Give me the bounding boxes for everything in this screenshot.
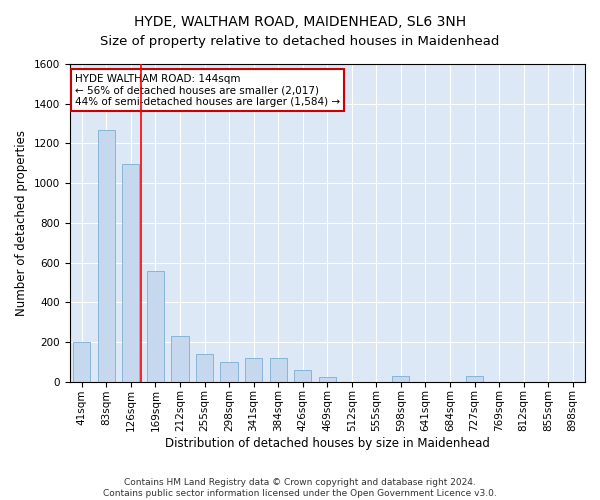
Bar <box>392 376 409 382</box>
Bar <box>196 354 213 382</box>
Text: Size of property relative to detached houses in Maidenhead: Size of property relative to detached ho… <box>100 35 500 48</box>
Y-axis label: Number of detached properties: Number of detached properties <box>15 130 28 316</box>
X-axis label: Distribution of detached houses by size in Maidenhead: Distribution of detached houses by size … <box>165 437 490 450</box>
Bar <box>319 376 336 382</box>
Bar <box>466 376 483 382</box>
Bar <box>98 130 115 382</box>
Bar <box>220 362 238 382</box>
Text: HYDE, WALTHAM ROAD, MAIDENHEAD, SL6 3NH: HYDE, WALTHAM ROAD, MAIDENHEAD, SL6 3NH <box>134 15 466 29</box>
Text: HYDE WALTHAM ROAD: 144sqm
← 56% of detached houses are smaller (2,017)
44% of se: HYDE WALTHAM ROAD: 144sqm ← 56% of detac… <box>74 74 340 106</box>
Bar <box>269 358 287 382</box>
Bar <box>245 358 262 382</box>
Bar <box>122 164 139 382</box>
Bar <box>294 370 311 382</box>
Bar <box>147 272 164 382</box>
Bar <box>172 336 188 382</box>
Bar <box>73 342 91 382</box>
Text: Contains HM Land Registry data © Crown copyright and database right 2024.
Contai: Contains HM Land Registry data © Crown c… <box>103 478 497 498</box>
